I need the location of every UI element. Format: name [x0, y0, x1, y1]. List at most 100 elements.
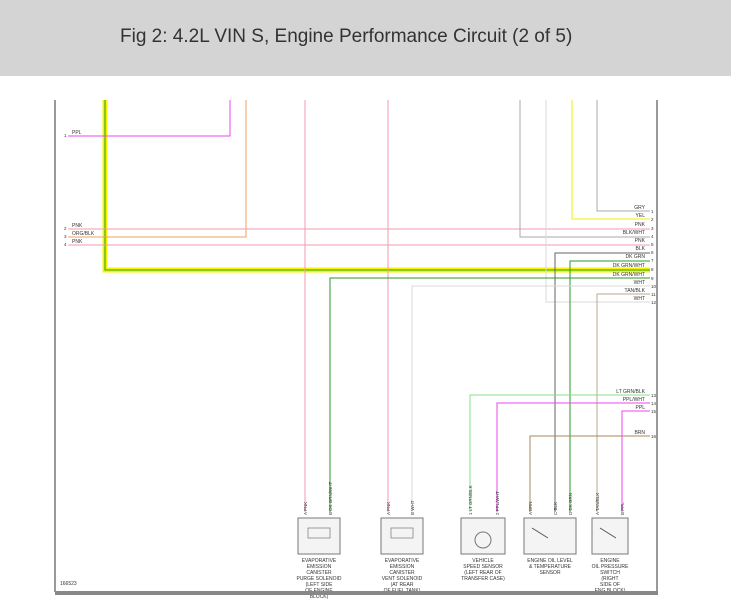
right-pin-number: 14: [651, 401, 657, 406]
wire-lt-grn-blk: [469, 394, 650, 512]
component-label: EVAPORATIVE: [385, 558, 420, 564]
right-pin-number: 13: [651, 393, 657, 398]
component: A BRN C BLK D DK GRN ENGINE OIL LEVEL& TEMP…: [523, 493, 577, 576]
left-pin-color: ORG/BLK: [72, 231, 95, 237]
right-pin-number: 15: [651, 409, 657, 414]
pin-label: A TAN/BLK: [595, 493, 600, 515]
wire-org-blk: [68, 100, 247, 238]
right-pin-number: 5: [651, 242, 654, 247]
pin-label: B PPL: [620, 502, 625, 515]
component-label: EVAPORATIVE: [302, 558, 337, 564]
component-label: CANISTER: [306, 570, 332, 576]
pin-label: B WHT: [410, 500, 415, 515]
wire-wht-12: [545, 100, 650, 303]
right-pin-number: 3: [651, 226, 654, 231]
component-body: [460, 517, 506, 555]
solenoid-coil-icon: [307, 527, 331, 539]
wire-brn: [529, 435, 650, 512]
pin-label: A PNK: [303, 502, 308, 515]
component-label: SENSOR: [539, 570, 561, 576]
right-pin-color: BLK: [636, 246, 646, 252]
wire-ppl: [68, 100, 231, 137]
right-pin-number: 9: [651, 276, 654, 281]
component-label: SIDE OF: [600, 582, 620, 588]
wire-tan-blk: [596, 293, 650, 512]
right-pin-color: BRN: [634, 430, 645, 436]
component-label: CANISTER: [389, 570, 415, 576]
pin-label: A BRN: [528, 501, 533, 515]
left-pin-color: PPL: [72, 130, 82, 136]
frame-bottom: [55, 591, 658, 595]
component-label: & TEMPERATURE: [529, 564, 572, 570]
component-body: [297, 517, 341, 555]
right-pin-number: 8: [651, 267, 654, 272]
right-pin-color: PPL: [636, 405, 646, 411]
right-pin-color: PNK: [635, 238, 646, 244]
sensor-rotor-icon: [474, 531, 492, 549]
left-pin-number: 2: [64, 226, 67, 231]
wire-blk-wht: [519, 100, 650, 238]
right-pin-number: 4: [651, 234, 654, 239]
component-label: SWITCH: [600, 570, 620, 576]
component-label: VEHICLE: [472, 558, 494, 564]
right-pin-color: PPL/WHT: [623, 397, 645, 403]
pin-label: B DK GRN/WHT: [328, 481, 333, 515]
wire-dk-grn-wht-9: [329, 277, 650, 512]
component-label: SPEED SENSOR: [463, 564, 503, 570]
right-pin-number: 11: [651, 292, 656, 297]
component-label: (LEFT SIDE: [306, 582, 334, 588]
pin-label: 1 LT GRN/BLK: [468, 485, 473, 515]
right-pin-number: 16: [651, 434, 657, 439]
pin-label: C BLK: [553, 502, 558, 515]
right-pin-color: DK GRN/WHT: [613, 272, 645, 278]
wire-ppl-wht: [496, 402, 650, 512]
left-pin-number: 1: [64, 133, 67, 138]
header-bar: Fig 2: 4.2L VIN S, Engine Performance Ci…: [0, 0, 731, 76]
component-label: TRANSFER CASE): [461, 576, 505, 582]
right-pin-color: BLK/WHT: [623, 230, 645, 236]
right-pin-number: 2: [651, 217, 654, 222]
right-pin-number: 6: [651, 250, 654, 255]
page-title: Fig 2: 4.2L VIN S, Engine Performance Ci…: [120, 26, 573, 47]
component-label: ENGINE: [600, 558, 620, 564]
switch-icon: [531, 527, 549, 539]
right-pin-color: YEL: [636, 213, 646, 219]
component: A PNK B DK GRN/WHT EVAPORATIVEEMISSIONCANI…: [296, 481, 341, 600]
wire-gry: [596, 100, 650, 212]
component-label: (RIGHT: [601, 576, 618, 582]
right-pin-number: 1: [651, 209, 654, 214]
right-pin-color: DK GRN/WHT: [613, 263, 645, 269]
component-label: VENT SOLENOID: [382, 576, 423, 582]
wire-blk: [554, 252, 650, 512]
component-label: OIL PRESSURE: [592, 564, 629, 570]
component-label: BLOCK): [310, 594, 329, 600]
component-label: EMISSION: [307, 564, 332, 570]
solenoid-coil-icon: [390, 527, 414, 539]
switch-icon: [599, 527, 617, 539]
pin-label: 2 PPL/WHT: [495, 491, 500, 515]
right-pin-color: LT GRN/BLK: [616, 389, 645, 395]
right-pin-color: WHT: [634, 280, 645, 286]
component-body: [380, 517, 424, 555]
left-pin-color: PNK: [72, 223, 83, 229]
wire-wht-10: [411, 285, 650, 512]
right-pin-color: PNK: [635, 222, 646, 228]
component-label: EMISSION: [390, 564, 415, 570]
wire-dk-grn-wht-8: [104, 100, 650, 271]
left-pin-color: PNK: [72, 239, 83, 245]
component-body: [591, 517, 629, 555]
component-label: PURGE SOLENOID: [296, 576, 341, 582]
right-pin-color: DK GRN: [626, 254, 646, 260]
left-pin-number: 3: [64, 234, 67, 239]
wire-dk-grn: [569, 260, 650, 512]
figure-number: 166523: [60, 581, 77, 587]
right-pin-number: 7: [651, 258, 654, 263]
pin-label: D DK GRN: [568, 493, 573, 515]
wire-yel: [571, 100, 650, 220]
left-pin-number: 4: [64, 242, 67, 247]
component-body: [523, 517, 577, 555]
right-pin-color: GRY: [634, 205, 645, 211]
right-pin-color: TAN/BLK: [625, 288, 646, 294]
